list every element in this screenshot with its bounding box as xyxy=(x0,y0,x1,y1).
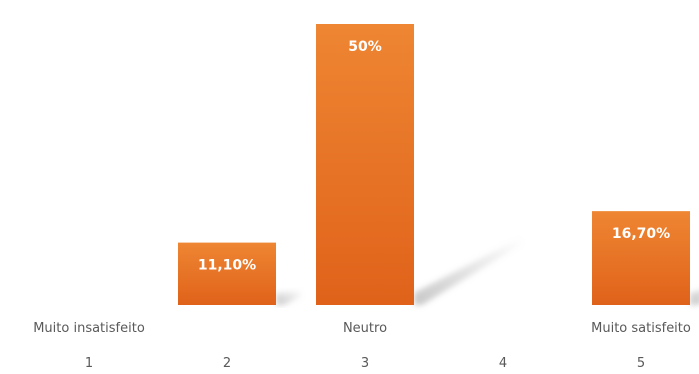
category-number-1: 1 xyxy=(85,356,93,371)
value-label-5: 16,70% xyxy=(612,226,670,242)
bar-3 xyxy=(316,24,414,305)
category-number-4: 4 xyxy=(499,356,507,371)
category-number-2: 2 xyxy=(223,356,231,371)
category-description-1: Muito insatisfeito xyxy=(33,321,145,336)
category-number-5: 5 xyxy=(637,356,645,371)
bar-2 xyxy=(178,242,276,305)
bar-5 xyxy=(592,211,690,305)
value-label-3: 50% xyxy=(348,39,382,55)
category-number-3: 3 xyxy=(361,356,369,371)
category-labels: Muito insatisfeito Neutro Muito satisfeito xyxy=(33,321,691,336)
bar-shadow-5 xyxy=(690,290,699,305)
bar-shadow-3 xyxy=(414,237,523,305)
bar-shadow-2 xyxy=(276,290,302,305)
category-number-labels: 1 2 3 4 5 xyxy=(85,356,645,371)
bars xyxy=(178,24,690,305)
bar-shadows xyxy=(276,237,699,305)
value-labels: 11,10% 50% 16,70% xyxy=(198,39,670,274)
category-description-5: Muito satisfeito xyxy=(591,321,691,336)
category-description-3: Neutro xyxy=(343,321,387,336)
value-label-2: 11,10% xyxy=(198,258,256,274)
